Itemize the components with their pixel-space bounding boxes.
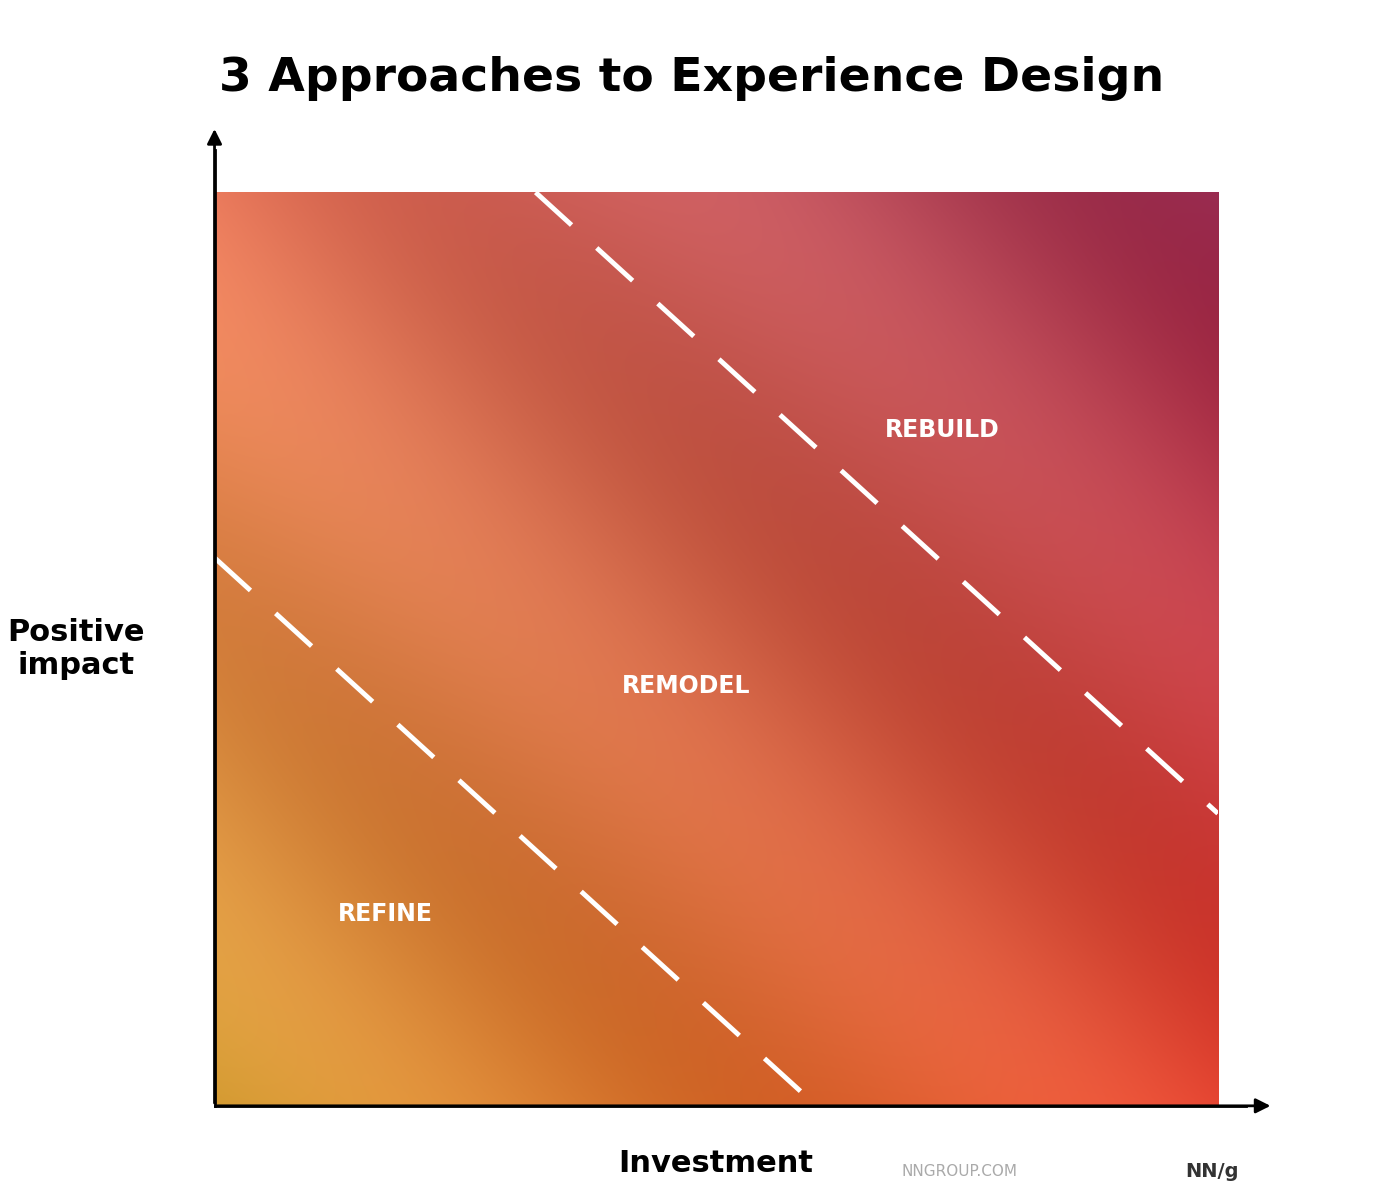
Text: REBUILD: REBUILD [884, 418, 999, 442]
Text: NN/g: NN/g [1185, 1162, 1239, 1182]
Text: NNGROUP.COM: NNGROUP.COM [901, 1165, 1017, 1179]
Text: REMODEL: REMODEL [621, 673, 750, 697]
Text: 3 Approaches to Experience Design: 3 Approaches to Experience Design [220, 55, 1164, 101]
Text: Investment: Investment [619, 1149, 814, 1178]
Text: REFINE: REFINE [338, 902, 433, 926]
Text: Positive
impact: Positive impact [7, 618, 145, 680]
